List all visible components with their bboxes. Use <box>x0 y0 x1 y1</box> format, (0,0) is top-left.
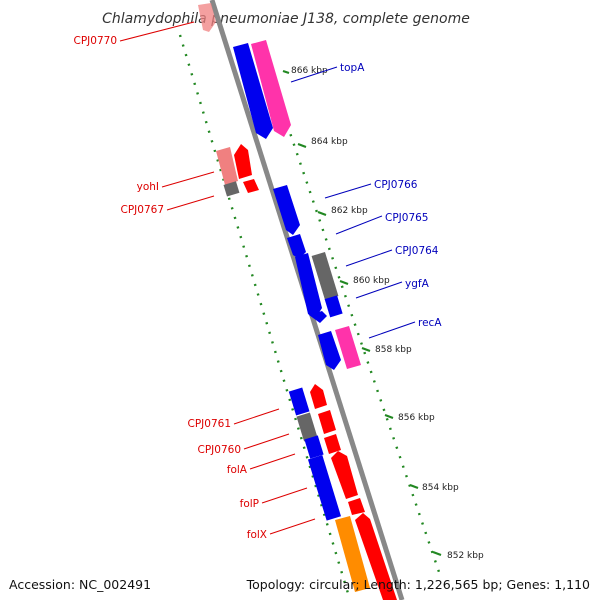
feature-grey-yohI <box>223 181 240 197</box>
cds-cpj0764 <box>295 253 322 319</box>
cds-cpj0761 <box>310 384 327 409</box>
tick-label-864: 864 kbp <box>311 137 348 147</box>
cds-blue-856a <box>288 387 310 416</box>
gene-label-cpj0761[interactable]: CPJ0761 <box>188 418 231 430</box>
outer-ruler <box>266 67 442 576</box>
tick-marks <box>282 69 442 557</box>
cds-cpj0766 <box>273 185 300 235</box>
tick-label-866: 866 kbp <box>291 66 328 76</box>
cds-folX <box>348 498 365 515</box>
cds-blue-854 <box>307 455 342 521</box>
gene-label-recA[interactable]: recA <box>418 317 442 329</box>
cds-red-cpj0767b <box>243 179 259 193</box>
reverse-strand-features <box>198 3 397 600</box>
tick-label-858: 858 kbp <box>375 345 412 355</box>
tick-label-856: 856 kbp <box>398 413 435 423</box>
gene-label-cpj0765[interactable]: CPJ0765 <box>385 212 428 224</box>
tick-label-860: 860 kbp <box>353 276 390 286</box>
map-title: Chlamydophila pneumoniae J138, complete … <box>102 11 470 27</box>
cds-cpj0760 <box>318 410 336 434</box>
cds-topA-pink <box>251 40 291 137</box>
tick-label-852: 852 kbp <box>447 551 484 561</box>
feature-grey-860 <box>311 251 339 301</box>
cds-red-852 <box>355 513 397 600</box>
tick-label-854: 854 kbp <box>422 483 459 493</box>
gene-label-yohI[interactable]: yohI <box>137 181 159 193</box>
accession-label: Accession: NC_002491 <box>9 577 152 592</box>
forward-strand-features <box>233 40 370 592</box>
genome-summary: Topology: circular; Length: 1,226,565 bp… <box>246 577 590 592</box>
gene-label-cpj0766[interactable]: CPJ0766 <box>374 179 418 191</box>
gene-label-cpj0770[interactable]: CPJ0770 <box>74 35 117 47</box>
inner-ruler <box>178 34 352 600</box>
cds-ygfA <box>309 311 327 323</box>
cds-orange-852 <box>335 516 370 592</box>
gene-label-folA[interactable]: folA <box>227 464 248 476</box>
gene-label-topA[interactable]: topA <box>340 62 365 74</box>
cds-blue-860b <box>324 295 343 318</box>
gene-label-folP[interactable]: folP <box>240 498 259 510</box>
feature-grey-856 <box>296 412 318 442</box>
cds-yohI-salmon <box>216 147 238 185</box>
gene-label-cpj0764[interactable]: CPJ0764 <box>395 245 439 257</box>
tick-label-862: 862 kbp <box>331 206 368 216</box>
cds-cpj0767 <box>234 144 252 179</box>
cds-cpj0765 <box>287 234 306 259</box>
cds-folA <box>324 434 341 454</box>
gene-label-folX[interactable]: folX <box>247 529 267 541</box>
gene-label-cpj0767[interactable]: CPJ0767 <box>121 204 164 216</box>
gene-label-ygfA[interactable]: ygfA <box>405 278 430 290</box>
cds-recA-pink <box>335 326 361 369</box>
cds-blue-856b <box>304 435 324 459</box>
cds-folP <box>331 451 358 499</box>
cds-topA <box>233 43 273 139</box>
gene-label-cpj0760[interactable]: CPJ0760 <box>198 444 241 456</box>
label-leaders <box>119 21 416 535</box>
cds-recA <box>318 331 341 370</box>
cds-cpj0770 <box>198 3 216 32</box>
